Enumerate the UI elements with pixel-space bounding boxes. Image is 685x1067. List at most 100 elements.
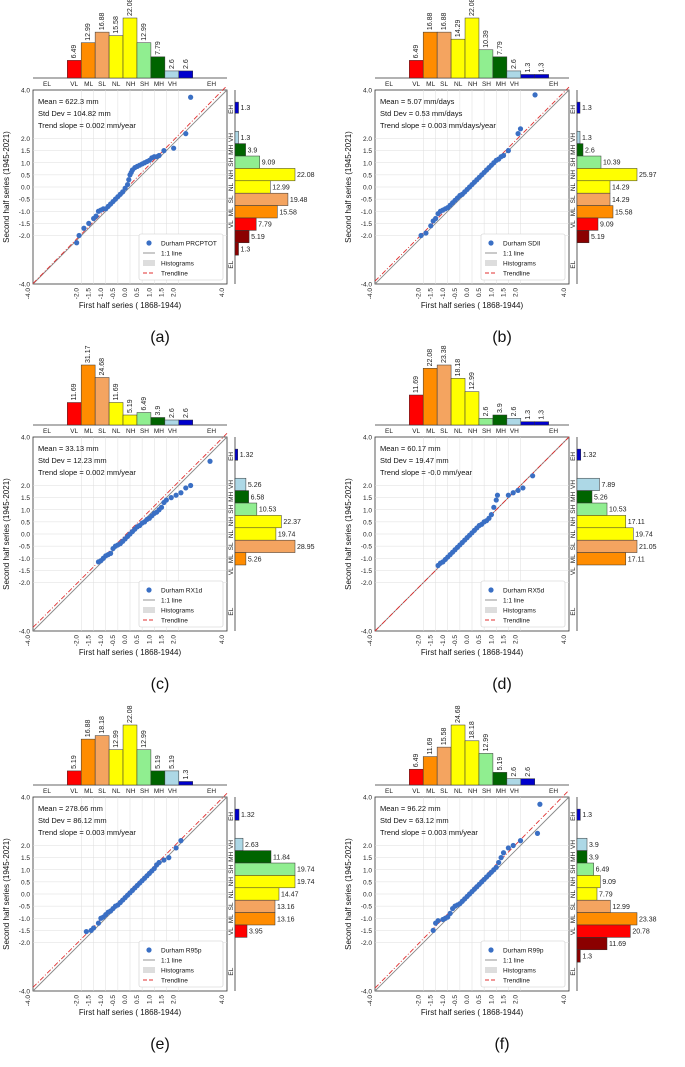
right-hist-label: 13.16	[277, 916, 295, 923]
x-tick-label: 1.0	[488, 635, 495, 644]
x-tick-label: 2.0	[513, 288, 520, 297]
right-hist-label: 19.74	[278, 532, 296, 539]
top-hist-label: 2.6	[169, 408, 176, 418]
right-hist-label: 11.69	[609, 941, 626, 948]
stats-line: Mean = 5.07 mm/days	[380, 97, 455, 106]
legend-hist-marker	[143, 967, 155, 973]
x-tick-label: -0.5	[110, 288, 117, 300]
data-point	[520, 485, 526, 491]
panel-4: 11.69 22.08 23.38 18.18 12.99 2.6 3.9 2.6 1.3 1.3…	[344, 345, 657, 693]
stats-line: Std Dev = 104.82 mm	[38, 109, 111, 118]
panel-1: 6.49 12.99 16.88 15.58 22.08 12.99 7.79 2.6 2.6 E…	[2, 0, 315, 346]
y-tick-label: -2.0	[361, 233, 373, 240]
data-point	[515, 487, 521, 493]
x-tick-label: -1.0	[440, 288, 447, 300]
right-hist-label: 10.53	[609, 507, 627, 514]
y-axis-label: Second half series (1945-2021)	[2, 838, 11, 950]
right-hist-bar	[576, 230, 590, 244]
right-hist-bar	[234, 527, 277, 541]
top-class-label: ML	[84, 81, 93, 88]
top-hist-bar	[122, 17, 138, 79]
right-hist-bar	[576, 837, 588, 851]
data-point	[534, 830, 541, 836]
x-tick-label: -1.0	[98, 288, 105, 300]
panel-6: 6.49 11.69 15.58 24.68 18.18 12.99 5.19 2.6 2.6 E…	[344, 705, 657, 1053]
top-hist-label: 16.88	[99, 13, 106, 31]
y-tick-label: -1.5	[19, 568, 31, 575]
right-hist-label: 19.74	[297, 879, 315, 886]
top-hist-bar	[478, 49, 494, 79]
right-class-label: MH	[228, 491, 235, 501]
stats-line: Trend slope = 0.002 mm/year	[38, 468, 136, 477]
data-point	[510, 842, 516, 849]
right-class-label: SL	[228, 542, 235, 550]
data-point	[161, 857, 167, 863]
one-to-one-line	[32, 89, 228, 285]
right-class-label: MH	[228, 851, 235, 861]
top-class-label: NL	[112, 428, 121, 435]
y-tick-label: 1.0	[363, 160, 372, 167]
top-class-label: EL	[385, 428, 393, 435]
data-point	[498, 855, 504, 861]
top-class-label: SH	[140, 788, 149, 795]
top-hist-label: 5.19	[155, 755, 162, 769]
top-hist-bar	[450, 38, 466, 79]
legend-trend-label: Trendline	[161, 271, 188, 278]
y-tick-label: 1.0	[363, 867, 372, 874]
x-tick-label: -1.5	[86, 288, 93, 300]
right-class-label: SH	[570, 864, 577, 873]
right-class-label: VL	[570, 927, 577, 935]
top-hist-bar	[178, 781, 193, 786]
data-point	[435, 918, 441, 924]
top-hist-bar	[108, 749, 124, 786]
y-tick-label: 0.5	[21, 172, 30, 179]
right-hist-label: 20.78	[632, 929, 650, 936]
data-point	[494, 492, 501, 498]
right-class-label: EH	[570, 452, 577, 461]
legend-hist-marker	[485, 260, 497, 266]
top-hist-label: 2.6	[511, 59, 518, 69]
right-hist-label: 5.26	[594, 494, 608, 501]
right-hist-bar	[576, 217, 599, 231]
y-tick-label: 0.5	[363, 879, 372, 886]
top-hist-label: 22.08	[469, 0, 476, 16]
top-class-label: VL	[70, 81, 78, 88]
right-hist-bar	[234, 155, 260, 169]
data-point	[532, 92, 538, 98]
top-hist-label: 2.6	[511, 406, 518, 416]
right-hist-label: 1.3	[241, 105, 251, 112]
top-hist-bar	[506, 70, 522, 79]
legend-box	[138, 233, 224, 281]
right-hist-label: 12.99	[612, 904, 630, 911]
right-class-label: SL	[228, 195, 235, 203]
x-tick-label: 4.0	[219, 635, 226, 644]
right-hist-label: 2.6	[585, 147, 595, 154]
data-point	[496, 859, 502, 866]
top-hist-label: 14.29	[455, 20, 462, 38]
right-hist-label: 2.63	[245, 842, 259, 849]
x-tick-label: -4.0	[25, 995, 32, 1007]
top-class-label: EL	[385, 788, 393, 795]
y-tick-label: 1.0	[21, 160, 30, 167]
right-class-label: ML	[570, 207, 577, 216]
top-class-label: VH	[510, 81, 519, 88]
stats-line: Mean = 33.13 mm	[38, 444, 99, 453]
right-class-label: EH	[570, 812, 577, 821]
y-tick-label: 0.0	[21, 185, 30, 192]
stats-line: Std Dev = 0.53 mm/days	[380, 109, 463, 118]
data-point	[126, 177, 132, 183]
right-class-label: EH	[228, 452, 235, 461]
x-tick-label: -2.0	[74, 288, 81, 300]
top-hist-bar	[520, 421, 535, 426]
top-class-label: SL	[98, 428, 106, 435]
legend-hist-marker	[143, 260, 155, 266]
right-hist-label: 1.3	[582, 953, 592, 960]
top-class-label: ML	[426, 788, 435, 795]
right-hist-bar	[234, 101, 239, 114]
data-point	[493, 864, 499, 870]
right-hist-bar	[234, 924, 248, 938]
data-point	[81, 225, 87, 231]
y-tick-label: -4.0	[19, 282, 31, 289]
right-hist-label: 22.08	[297, 172, 315, 179]
right-hist-label: 15.58	[279, 209, 297, 216]
